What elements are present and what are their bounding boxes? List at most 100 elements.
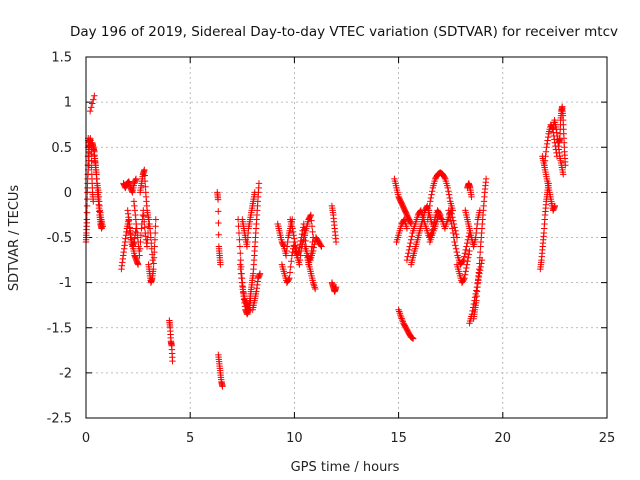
data-point xyxy=(332,283,340,291)
x-tick-label: 10 xyxy=(286,431,303,446)
data-point xyxy=(309,228,316,236)
data-point xyxy=(445,188,452,195)
data-point xyxy=(544,137,551,144)
y-tick-label: -2.5 xyxy=(47,412,72,427)
data-point xyxy=(83,216,91,223)
data-point xyxy=(452,245,460,252)
data-point xyxy=(141,224,148,231)
data-point xyxy=(141,172,148,179)
data-point xyxy=(460,256,467,264)
y-tick-label: 1 xyxy=(64,96,72,111)
data-point xyxy=(449,225,456,232)
data-point xyxy=(152,229,159,237)
data-point xyxy=(136,252,143,259)
y-axis-label: SDTVAR / TECUs xyxy=(7,185,22,292)
data-point xyxy=(255,180,263,187)
data-point xyxy=(89,100,96,107)
data-point xyxy=(99,223,106,230)
data-point xyxy=(318,243,325,250)
data-point xyxy=(452,230,460,238)
data-point xyxy=(452,242,459,249)
data-point xyxy=(151,248,158,256)
plot-frame xyxy=(85,56,608,419)
data-point xyxy=(542,148,550,155)
data-point xyxy=(476,254,484,262)
data-point xyxy=(317,242,324,249)
data-point xyxy=(475,265,483,273)
y-tick-label: 0.5 xyxy=(51,141,72,156)
data-point xyxy=(560,171,567,178)
data-point xyxy=(448,220,455,228)
data-point xyxy=(136,245,144,252)
data-point xyxy=(445,191,453,198)
data-point xyxy=(237,250,244,257)
data-point xyxy=(416,208,424,215)
y-tick-label: -1.5 xyxy=(47,321,72,336)
data-point xyxy=(283,247,290,255)
data-point xyxy=(405,250,412,257)
data-point xyxy=(235,229,243,237)
data-point xyxy=(285,276,292,283)
data-point xyxy=(332,238,340,246)
data-point xyxy=(453,248,461,256)
data-point xyxy=(310,244,318,251)
data-point xyxy=(463,261,471,268)
data-point xyxy=(407,236,415,243)
data-point xyxy=(399,316,406,324)
data-point xyxy=(310,281,317,288)
data-point xyxy=(308,223,316,230)
data-point xyxy=(482,175,490,183)
data-point xyxy=(451,238,458,246)
data-point xyxy=(150,254,158,262)
data-point xyxy=(134,261,142,268)
data-point xyxy=(307,212,314,220)
data-point xyxy=(151,236,159,243)
data-point xyxy=(142,183,149,190)
data-point xyxy=(137,238,144,246)
data-point xyxy=(473,287,480,294)
data-point xyxy=(312,285,319,293)
data-point xyxy=(296,261,303,268)
data-point xyxy=(147,234,155,241)
data-point xyxy=(256,270,264,277)
data-point xyxy=(298,234,305,241)
data-point xyxy=(463,243,470,250)
x-tick-label: 15 xyxy=(390,431,407,446)
data-point xyxy=(472,234,479,241)
data-point xyxy=(137,232,145,239)
y-tick-label: 0 xyxy=(64,186,72,201)
data-point xyxy=(143,243,151,250)
data-point xyxy=(462,268,469,275)
chart-title: Day 196 of 2019, Sidereal Day-to-day VTE… xyxy=(70,24,618,40)
data-point xyxy=(406,243,413,250)
data-point xyxy=(295,247,303,255)
data-point xyxy=(460,276,468,283)
data-point xyxy=(301,226,308,233)
data-point xyxy=(284,238,291,246)
data-point xyxy=(141,166,148,174)
data-point xyxy=(307,211,315,219)
data-point xyxy=(286,269,294,276)
data-point xyxy=(302,237,309,245)
data-point xyxy=(152,216,160,223)
data-point xyxy=(398,315,405,322)
data-point xyxy=(295,248,302,256)
data-point xyxy=(237,256,244,264)
data-point xyxy=(541,157,549,164)
data-point xyxy=(86,107,94,115)
data-point xyxy=(309,279,317,286)
data-point xyxy=(466,247,473,255)
data-point xyxy=(282,252,290,259)
y-tick-label: -2 xyxy=(59,366,72,381)
data-point xyxy=(288,257,295,265)
data-point xyxy=(543,144,550,151)
data-point xyxy=(427,198,434,205)
data-point xyxy=(311,284,318,291)
data-point xyxy=(296,244,303,251)
data-point xyxy=(169,357,176,365)
data-point xyxy=(471,294,479,301)
data-point xyxy=(473,229,480,237)
data-point xyxy=(301,232,309,239)
data-point xyxy=(425,207,433,214)
